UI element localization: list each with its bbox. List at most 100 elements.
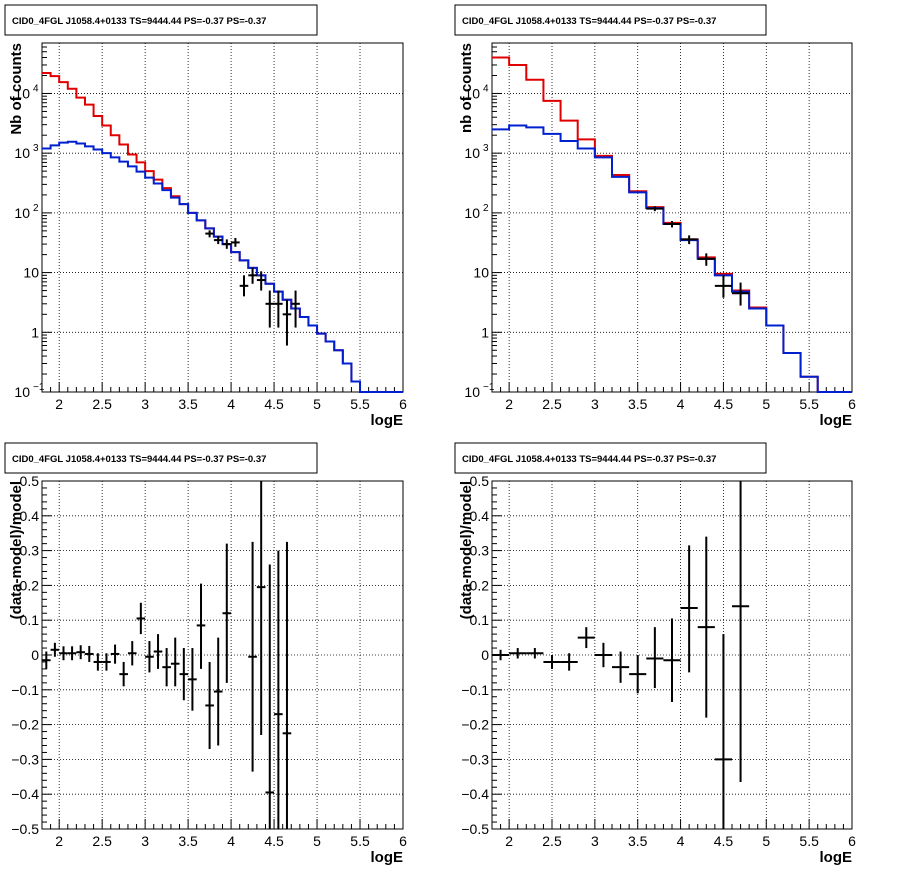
x-tick-label: 2 bbox=[505, 396, 513, 412]
data-point bbox=[102, 653, 111, 671]
y-tick-label: 0.5 bbox=[20, 473, 40, 489]
data-point bbox=[127, 641, 137, 666]
y-axis-title: (data-model)/model bbox=[8, 481, 25, 619]
plot-frame bbox=[41, 42, 404, 393]
y-axis: −0.5 −0.4 −0.3 −0.2 −0.1 0 0.1 0.2 0.3 0.4 0.5(dat… bbox=[458, 473, 502, 837]
data-point bbox=[84, 645, 94, 662]
data-point bbox=[248, 267, 257, 284]
y-tick-label: 1 bbox=[481, 324, 489, 340]
y-axis-title: Nb of counts bbox=[8, 43, 25, 135]
y-tick-label: 0.1 bbox=[470, 612, 490, 628]
x-tick-label: 5 bbox=[313, 833, 321, 849]
title-box bbox=[4, 442, 318, 474]
chart-title: CID0_4FGL J1058.4+0133 TS=9444.44 PS=-0.… bbox=[462, 454, 716, 465]
y-tick-label: 10 bbox=[14, 205, 30, 221]
y-tick-label: 1 bbox=[31, 324, 39, 340]
y-tick-label: −0.1 bbox=[11, 682, 39, 698]
data-point bbox=[265, 564, 275, 829]
y-tick-label: −0.3 bbox=[461, 751, 489, 767]
data-point bbox=[222, 543, 232, 683]
x-tick-label: 6 bbox=[399, 396, 407, 412]
y-tick-exponent: −1 bbox=[33, 382, 45, 393]
data-point bbox=[526, 648, 544, 659]
x-tick-label: 6 bbox=[848, 833, 856, 849]
y-tick-label: 0.1 bbox=[20, 612, 40, 628]
y-tick-label: −0.2 bbox=[11, 717, 39, 733]
data-point bbox=[594, 642, 612, 668]
data-point bbox=[248, 541, 257, 772]
y-axis: −0.5 −0.4 −0.3 −0.2 −0.1 0 0.1 0.2 0.3 0.4 0.5(dat… bbox=[8, 473, 52, 837]
data-point bbox=[543, 655, 561, 669]
y-tick-label: 10 bbox=[464, 85, 480, 101]
y-tick-label: −0.1 bbox=[461, 682, 489, 698]
data-point bbox=[256, 271, 266, 291]
data-point bbox=[231, 237, 240, 247]
data-points bbox=[205, 230, 300, 346]
y-tick-label: 10 bbox=[14, 145, 30, 161]
data-point bbox=[239, 275, 249, 297]
x-tick-label: 3 bbox=[141, 833, 149, 849]
data-point bbox=[697, 253, 715, 266]
chart-title: CID0_4FGL J1058.4+0133 TS=9444.44 PS=-0.… bbox=[12, 454, 266, 465]
data-point bbox=[680, 545, 698, 673]
x-tick-label: 4.5 bbox=[264, 396, 284, 412]
y-tick-label: 0.3 bbox=[470, 543, 490, 559]
y-tick-label: −0.3 bbox=[11, 751, 39, 767]
data-point bbox=[629, 655, 647, 694]
data-point bbox=[646, 206, 664, 212]
x-axis-title: logE bbox=[371, 412, 404, 429]
y-tick-label: −0.5 bbox=[11, 821, 39, 837]
histogram-series-blue bbox=[42, 140, 403, 393]
x-tick-label: 3.5 bbox=[628, 396, 648, 412]
x-tick-label: 5.5 bbox=[799, 833, 819, 849]
y-tick-label: −0.4 bbox=[11, 786, 39, 802]
data-point bbox=[93, 653, 103, 671]
data-point bbox=[291, 290, 300, 328]
y-tick-label: 10 bbox=[14, 384, 30, 400]
y-tick-label: 10 bbox=[464, 384, 480, 400]
data-point bbox=[663, 618, 681, 702]
data-point bbox=[265, 290, 275, 328]
x-tick-label: 4 bbox=[227, 396, 235, 412]
x-tick-label: 6 bbox=[399, 833, 407, 849]
x-axis-title: logE bbox=[371, 849, 404, 866]
data-point bbox=[188, 648, 197, 711]
data-point bbox=[663, 221, 681, 228]
data-point bbox=[67, 646, 77, 661]
x-tick-label: 5 bbox=[762, 396, 770, 412]
x-tick-label: 3 bbox=[591, 396, 599, 412]
x-tick-label: 5.5 bbox=[350, 396, 370, 412]
data-point bbox=[196, 583, 206, 669]
chart-bottom-left: 2 2.5 3 3.5 4 4.5 5 5.5 6logE−0.5−0.4−0.3−0.2−0.… bbox=[4, 442, 407, 866]
x-tick-label: 5 bbox=[762, 833, 770, 849]
x-tick-label: 4 bbox=[677, 833, 685, 849]
y-tick-exponent: 3 bbox=[33, 143, 39, 154]
y-tick-label: 10 bbox=[464, 145, 480, 161]
title-box bbox=[4, 4, 318, 36]
y-tick-exponent: 4 bbox=[483, 83, 489, 94]
data-point bbox=[274, 290, 283, 328]
y-tick-label: 0.5 bbox=[470, 473, 490, 489]
y-tick-exponent: 2 bbox=[33, 203, 39, 214]
data-point bbox=[110, 644, 120, 664]
data-points bbox=[492, 481, 750, 829]
data-point bbox=[714, 275, 732, 298]
y-tick-exponent: 4 bbox=[33, 83, 39, 94]
y-tick-label: 0.2 bbox=[470, 577, 490, 593]
x-tick-label: 4.5 bbox=[714, 833, 734, 849]
y-tick-label: −0.4 bbox=[461, 786, 489, 802]
data-point bbox=[714, 634, 732, 829]
y-axis-title: (data-model)/model bbox=[458, 481, 475, 619]
data-point bbox=[213, 637, 223, 746]
y-tick-label: 0.4 bbox=[470, 508, 490, 524]
data-point bbox=[492, 649, 510, 661]
title-box bbox=[454, 4, 767, 36]
